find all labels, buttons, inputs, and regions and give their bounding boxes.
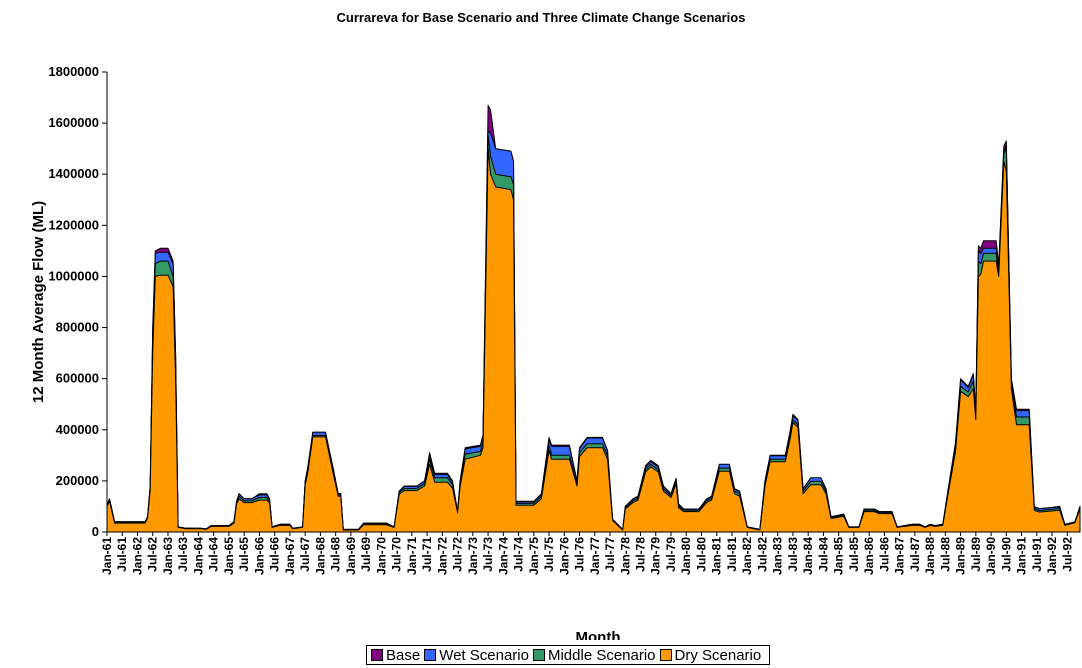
x-tick-label: Jul-68 — [329, 537, 343, 572]
x-tick-label: Jan-63 — [161, 537, 175, 575]
x-tick-label: Jan-64 — [192, 537, 206, 575]
x-tick-label: Jan-68 — [313, 537, 327, 575]
legend-item: Middle Scenario — [532, 646, 656, 664]
legend-label: Dry Scenario — [674, 646, 762, 664]
x-tick-label: Jul-85 — [847, 537, 861, 572]
x-tick-label: Jan-88 — [923, 537, 937, 575]
x-tick-label: Jul-63 — [176, 537, 190, 572]
y-tick-label: 1600000 — [48, 115, 99, 130]
legend-swatch — [424, 649, 437, 661]
x-tick-label: Jan-81 — [710, 537, 724, 575]
x-tick-label: Jan-77 — [588, 537, 602, 575]
x-tick-label: Jan-69 — [344, 537, 358, 575]
x-tick-label: Jul-65 — [237, 537, 251, 572]
x-tick-label: Jul-90 — [999, 537, 1013, 572]
x-tick-label: Jan-83 — [771, 537, 785, 575]
x-tick-label: Jan-65 — [222, 537, 236, 575]
y-tick-label: 200000 — [56, 473, 99, 488]
legend-label: Wet Scenario — [439, 646, 529, 664]
y-tick-label: 800000 — [56, 320, 99, 335]
x-tick-label: Jul-66 — [268, 537, 282, 572]
x-tick-label: Jul-86 — [877, 537, 891, 572]
legend-swatch — [371, 649, 383, 661]
x-tick-label: Jul-88 — [938, 537, 952, 572]
y-tick-label: 0 — [92, 524, 99, 539]
x-tick-label: Jan-87 — [893, 537, 907, 575]
x-tick-label: Jul-82 — [755, 537, 769, 572]
x-tick-label: Jul-80 — [695, 537, 709, 572]
x-tick-label: Jul-84 — [816, 537, 830, 572]
legend-item: Base — [371, 647, 420, 664]
x-tick-label: Jan-71 — [405, 537, 419, 575]
x-tick-label: Jul-70 — [390, 537, 404, 572]
chart-title: Currareva for Base Scenario and Three Cl… — [337, 10, 746, 25]
x-tick-label: Jul-62 — [146, 537, 160, 572]
x-tick-label: Jan-79 — [649, 537, 663, 575]
legend: Base Wet Scenario Middle Scenario Dry Scena… — [366, 645, 771, 665]
x-tick-label: Jan-70 — [374, 537, 388, 575]
x-tick-label: Jul-69 — [359, 537, 373, 572]
x-tick-label: Jul-64 — [207, 537, 221, 572]
x-tick-label: Jan-78 — [618, 537, 632, 575]
x-tick-label: Jan-75 — [527, 537, 541, 575]
x-tick-label: Jul-91 — [1030, 537, 1044, 572]
y-axis-label: 12 Month Average Flow (ML) — [30, 201, 47, 403]
x-tick-label: Jul-73 — [481, 537, 495, 572]
x-tick-label: Jan-89 — [954, 537, 968, 575]
legend-label: Middle Scenario — [547, 646, 656, 664]
x-tick-label: Jul-75 — [542, 537, 556, 572]
y-tick-label: 1000000 — [48, 268, 99, 283]
x-tick-label: Jan-86 — [862, 537, 876, 575]
x-tick-label: Jul-79 — [664, 537, 678, 572]
y-tick-label: 1400000 — [48, 166, 99, 181]
x-tick-label: Jul-71 — [420, 537, 434, 572]
chart: Currareva for Base Scenario and Three Cl… — [30, 10, 1081, 640]
x-tick-label: Jan-76 — [557, 537, 571, 575]
legend-label: Base — [386, 646, 421, 664]
legend-item: Wet Scenario — [424, 647, 529, 664]
x-tick-label: Jul-77 — [603, 537, 617, 572]
x-tick-label: Jan-66 — [252, 537, 266, 575]
x-axis-label: Month — [576, 629, 621, 640]
y-tick-label: 1200000 — [48, 217, 99, 232]
x-tick-label: Jan-80 — [679, 537, 693, 575]
x-tick-label: Jan-73 — [466, 537, 480, 575]
x-tick-label: Jul-87 — [908, 537, 922, 572]
x-tick-label: Jan-85 — [832, 537, 846, 575]
x-tick-label: Jul-72 — [451, 537, 465, 572]
legend-swatch — [532, 649, 545, 661]
x-tick-label: Jul-76 — [573, 537, 587, 572]
series-layer — [106, 104, 1081, 533]
x-tick-label: Jul-83 — [786, 537, 800, 572]
x-tick-label: Jan-62 — [131, 537, 145, 575]
x-tick-label: Jul-67 — [298, 537, 312, 572]
x-tick-label: Jan-72 — [435, 537, 449, 575]
x-tick-label: Jul-92 — [1060, 537, 1074, 572]
x-tick-label: Jan-92 — [1045, 537, 1059, 575]
x-tick-label: Jul-61 — [115, 537, 129, 572]
x-tick-label: Jan-74 — [496, 537, 510, 575]
y-tick-label: 1800000 — [48, 64, 99, 79]
x-tick-label: Jan-82 — [740, 537, 754, 575]
y-tick-label: 600000 — [56, 371, 99, 386]
x-tick-label: Jul-89 — [969, 537, 983, 572]
x-tick-label: Jan-84 — [801, 537, 815, 575]
legend-swatch — [659, 649, 672, 661]
legend-item: Dry Scenario — [659, 646, 762, 664]
axes-layer: 0 200000 400000 600000 800000 1000000 1200000 1… — [48, 64, 1080, 575]
x-tick-label: Jan-91 — [1015, 537, 1029, 575]
x-tick-label: Jan-67 — [283, 537, 297, 575]
x-tick-label: Jul-74 — [512, 537, 526, 572]
x-tick-label: Jul-81 — [725, 537, 739, 572]
x-tick-label: Jan-61 — [100, 537, 114, 575]
series-area-3 — [106, 148, 1081, 533]
y-tick-label: 400000 — [56, 422, 99, 437]
x-tick-label: Jul-78 — [634, 537, 648, 572]
x-tick-label: Jan-90 — [984, 537, 998, 575]
